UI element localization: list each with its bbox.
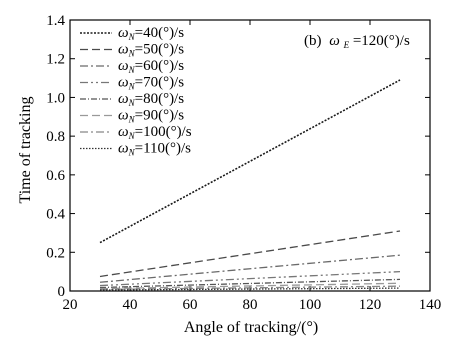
legend-label-5: ωN=80(°)/s xyxy=(118,91,184,108)
x-tick-label: 80 xyxy=(243,297,258,313)
x-axis-title: Angle of tracking/(°) xyxy=(184,319,318,336)
y-tick-label: 0.6 xyxy=(46,168,65,184)
x-tick-label: 60 xyxy=(183,297,198,313)
legend-label-7: ωN=100(°)/s xyxy=(118,124,192,141)
panel-omega-symbol: ω xyxy=(329,33,340,49)
series-line-2 xyxy=(99,230,401,278)
legend-label-3: ωN=60(°)/s xyxy=(118,58,184,75)
x-tick-label: 100 xyxy=(299,297,322,313)
panel-annotation: (b) ω E =120(°)/s xyxy=(304,33,410,52)
series-line-4 xyxy=(99,270,401,287)
y-tick-label: 1.4 xyxy=(46,13,65,29)
y-axis-title: Time of tracking xyxy=(17,97,34,204)
y-tick-label: 1.0 xyxy=(46,90,65,106)
legend-label-6: ωN=90(°)/s xyxy=(118,108,184,125)
y-tick-label: 0.8 xyxy=(46,129,65,145)
legend-label-8: ωN=110(°)/s xyxy=(118,141,191,158)
series-line-5 xyxy=(99,278,401,289)
legend-label-4: ωN=70(°)/s xyxy=(118,75,184,92)
panel-label: (b) xyxy=(304,33,322,49)
x-tick-label: 120 xyxy=(359,297,382,313)
y-tick-label: 0.2 xyxy=(46,245,65,261)
panel-omega-value: =120(°)/s xyxy=(353,33,410,49)
legend: ωN=40(°)/sωN=50(°)/sωN=60(°)/sωN=70(°)/s… xyxy=(80,25,192,158)
series-line-3 xyxy=(99,254,401,283)
series-line-7 xyxy=(99,285,401,291)
y-tick-label: 1.2 xyxy=(46,52,65,68)
legend-label-1: ωN=40(°)/s xyxy=(118,25,184,42)
axis-ticks: 20 40 60 80 100 120 140 0 0.2 0.4 0.6 0.8 1.0 1.2 1.4 xyxy=(46,13,441,313)
y-tick-label: 0 xyxy=(58,284,66,300)
x-tick-label: 140 xyxy=(419,297,442,313)
panel-omega-subscript: E xyxy=(343,40,350,50)
series-line-8 xyxy=(99,287,401,291)
x-tick-label: 20 xyxy=(63,297,78,313)
series-line-6 xyxy=(99,282,401,290)
series-lines xyxy=(99,79,401,291)
series-line-1 xyxy=(99,79,401,244)
x-tick-label: 40 xyxy=(123,297,138,313)
y-tick-label: 0.4 xyxy=(46,207,65,223)
legend-label-2: ωN=50(°)/s xyxy=(118,42,184,59)
